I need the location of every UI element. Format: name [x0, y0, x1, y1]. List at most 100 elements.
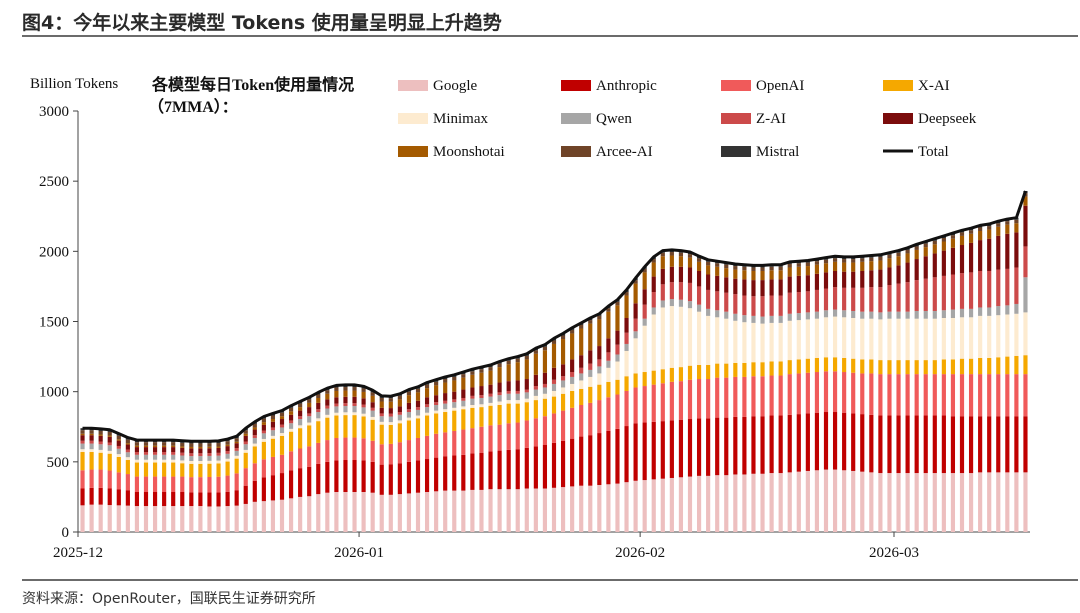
bar-segment-minimax [243, 449, 248, 453]
bar-segment-arcee-ai [678, 252, 684, 257]
bar-segment-z-ai [1023, 246, 1028, 278]
bar-segment-google [805, 470, 810, 532]
bar-segment-x-ai [914, 360, 919, 375]
bar-segment-x-ai [878, 360, 883, 375]
bar-segment-arcee-ai [415, 388, 421, 393]
bar-segment-anthropic [361, 460, 366, 493]
bar-segment-moonshotai [624, 295, 629, 318]
bar-segment-x-ai [307, 425, 312, 447]
bar-segment-qwen [461, 400, 466, 407]
bar-segment-moonshotai [796, 266, 801, 276]
bar-segment-x-ai [651, 370, 656, 385]
bar-segment-minimax [443, 409, 448, 413]
bar-segment-x-ai [751, 362, 756, 377]
bar-segment-openai [1023, 374, 1028, 417]
bar-segment-moonshotai [896, 256, 901, 266]
bar-segment-google [134, 506, 140, 532]
bar-segment-anthropic [751, 416, 756, 474]
bar-segment-minimax [198, 460, 203, 464]
bar-segment-arcee-ai [533, 350, 538, 354]
bar-segment-minimax [533, 395, 538, 401]
bar-segment-x-ai [842, 357, 847, 373]
bar-segment-openai [506, 423, 511, 450]
bar-segment-google [633, 480, 638, 532]
bar-segment-z-ai [642, 304, 647, 319]
bar-segment-arcee-ai [887, 254, 892, 259]
bar-segment-google [461, 490, 466, 532]
bar-segment-moonshotai [869, 261, 874, 271]
bar-segment-arcee-ai [669, 252, 674, 256]
bar-segment-deepseek [134, 447, 140, 453]
bar-segment-anthropic [152, 492, 158, 507]
bar-segment-anthropic [288, 470, 294, 499]
bar-segment-deepseek [506, 381, 511, 391]
bar-segment-moonshotai [98, 434, 103, 436]
bar-segment-google [860, 471, 865, 532]
bar-segment-qwen [107, 445, 112, 451]
bar-segment-minimax [143, 459, 149, 463]
bar-segment-moonshotai [143, 445, 149, 448]
bar-segment-minimax [343, 412, 348, 416]
bar-segment-x-ai [207, 463, 212, 477]
bar-segment-anthropic [452, 455, 457, 491]
bar-segment-x-ai [787, 360, 792, 375]
bar-segment-arcee-ai [180, 442, 185, 447]
bar-segment-z-ai [361, 404, 366, 408]
bar-segment-z-ai [307, 413, 312, 417]
bar-segment-minimax [769, 322, 774, 362]
bar-segment-qwen [814, 311, 820, 319]
bar-segment-z-ai [198, 453, 203, 457]
bar-segment-deepseek [325, 399, 330, 406]
bar-segment-arcee-ai [288, 407, 294, 412]
bar-segment-minimax [307, 422, 312, 426]
bar-segment-x-ai [406, 420, 412, 441]
bar-segment-x-ai [397, 423, 402, 443]
bar-segment-deepseek [98, 435, 103, 442]
bar-segment-minimax [941, 317, 946, 360]
bar-segment-anthropic [1023, 416, 1028, 473]
bar-segment-minimax [560, 387, 566, 394]
bar-segment-x-ai [968, 358, 974, 375]
bar-segment-moonshotai [207, 446, 212, 449]
bar-segment-qwen [216, 455, 221, 461]
bar-segment-openai [125, 474, 130, 491]
bar-segment-openai [642, 386, 647, 423]
bar-segment-google [588, 485, 593, 532]
bar-segment-google [1014, 472, 1019, 532]
bar-segment-minimax [796, 320, 801, 360]
bar-segment-qwen [452, 402, 457, 408]
bar-segment-arcee-ai [968, 230, 974, 234]
bar-segment-anthropic [796, 414, 801, 472]
bar-segment-qwen [615, 354, 620, 362]
bar-segment-anthropic [814, 412, 820, 471]
bar-segment-openai [769, 375, 774, 416]
bar-segment-x-ai [252, 446, 257, 464]
bar-segment-minimax [615, 361, 620, 380]
bar-segment-openai [669, 381, 674, 421]
bar-segment-minimax [1005, 314, 1010, 357]
bar-segment-google [959, 473, 965, 532]
bar-segment-anthropic [216, 492, 221, 507]
bar-segment-x-ai [742, 362, 747, 377]
bar-segment-z-ai [388, 413, 393, 417]
bar-segment-minimax [669, 306, 674, 368]
bar-segment-moonshotai [298, 407, 303, 411]
bar-segment-google [506, 489, 511, 532]
bar-segment-z-ai [914, 280, 919, 311]
bar-segment-minimax [134, 459, 140, 463]
bar-segment-deepseek [823, 272, 829, 289]
bar-segment-deepseek [470, 387, 475, 396]
bar-segment-openai [932, 374, 937, 416]
bar-segment-moonshotai [678, 256, 684, 267]
bar-segment-z-ai [570, 372, 575, 377]
bar-segment-google [388, 494, 393, 532]
bar-segment-x-ai [570, 390, 575, 408]
bar-segment-google [180, 506, 185, 532]
bar-segment-moonshotai [696, 261, 702, 271]
bar-segment-openai [261, 459, 266, 478]
total-series [82, 190, 1027, 443]
bar-segment-deepseek [696, 270, 702, 287]
bar-segment-z-ai [252, 435, 257, 438]
bar-segment-anthropic [923, 415, 928, 474]
bar-segment-google [905, 473, 910, 532]
